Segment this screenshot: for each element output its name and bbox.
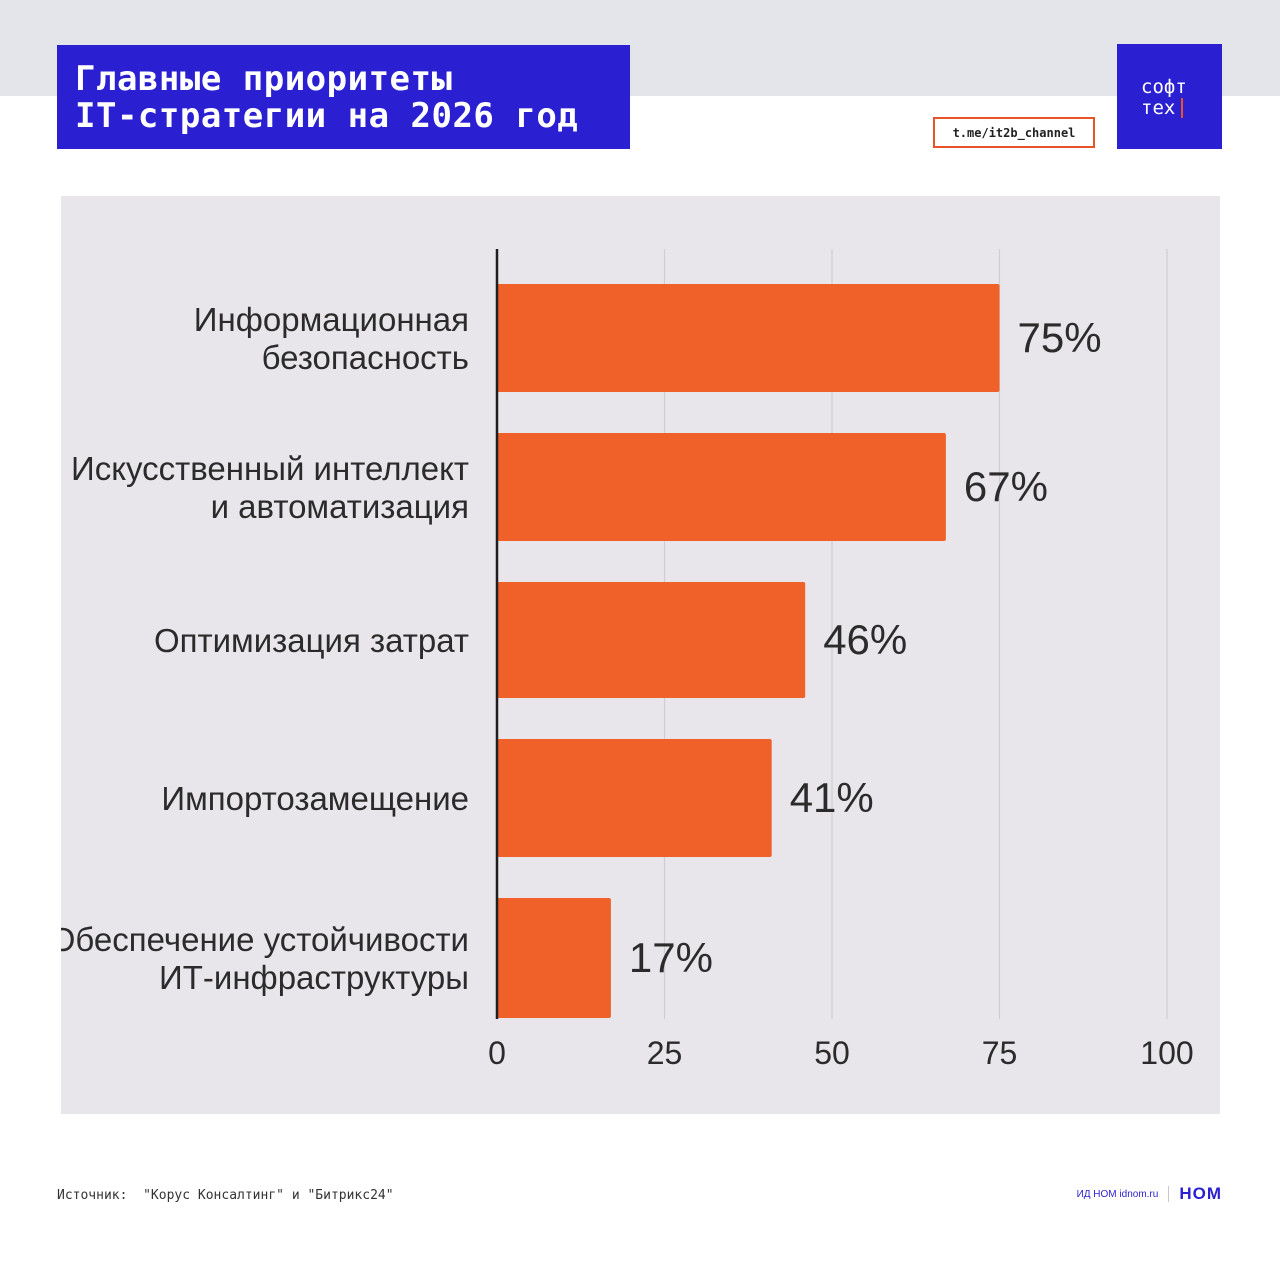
x-tick-label: 25 (647, 1035, 683, 1071)
category-label: Оптимизация затрат (154, 622, 469, 659)
softteh-logo: софт тех (1117, 44, 1222, 149)
source-label: Источник: (57, 1188, 128, 1203)
category-label: ИТ-инфраструктуры (159, 959, 469, 996)
category-label: Обеспечение устойчивости (61, 921, 469, 958)
bar-value-label: 75% (1018, 314, 1102, 361)
bar (497, 898, 611, 1018)
publisher-block: ИД НОМ idnom.ru НОМ (1077, 1184, 1222, 1204)
logo-text-line-2: тех (1141, 97, 1176, 119)
publisher-name[interactable]: ИД НОМ idnom.ru (1076, 1188, 1159, 1200)
category-label: безопасность (262, 339, 469, 376)
category-label: Искусственный интеллект (71, 450, 469, 487)
channel-link[interactable]: t.me/it2b_channel (933, 117, 1095, 148)
bar-value-label: 46% (823, 616, 907, 663)
x-tick-label: 100 (1140, 1035, 1193, 1071)
page-title-line-1: Главные приоритеты (75, 59, 453, 99)
page-title-line-2: IT-стратегии на 2026 год (75, 96, 579, 136)
category-label: Импортозамещение (161, 780, 469, 817)
x-tick-label: 0 (488, 1035, 506, 1071)
bar (497, 739, 772, 857)
bar (497, 433, 946, 541)
bar-value-label: 41% (790, 774, 874, 821)
x-tick-label: 50 (814, 1035, 850, 1071)
x-tick-label: 75 (982, 1035, 1018, 1071)
logo-text-line-1: софт (1141, 76, 1187, 98)
category-label: и автоматизация (211, 488, 469, 525)
publisher-divider (1168, 1186, 1170, 1202)
bar (497, 284, 1000, 392)
bar-value-label: 17% (629, 934, 713, 981)
source-note: Источник: "Корус Консалтинг" и "Битрикс2… (57, 1188, 394, 1203)
title-box: Главные приоритеты IT-стратегии на 2026 … (57, 45, 630, 149)
bar (497, 582, 806, 698)
source-text: "Корус Консалтинг" и "Битрикс24" (143, 1188, 394, 1203)
category-label: Информационная (194, 301, 469, 338)
nom-logo: НОМ (1179, 1184, 1222, 1203)
logo-cursor-mark (1181, 98, 1183, 118)
bar-value-label: 67% (964, 463, 1048, 510)
chart-panel: 75% Информационная безопасность 67% Искусств… (61, 196, 1220, 1114)
